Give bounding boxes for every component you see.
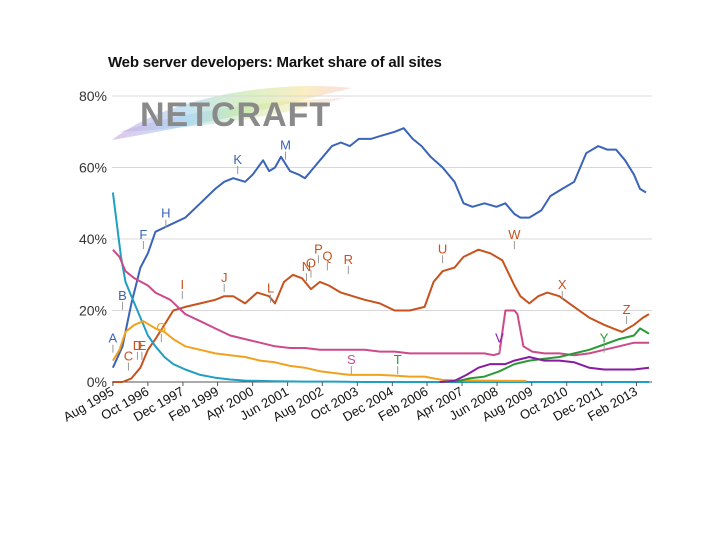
annotation-c: C [124, 349, 133, 364]
annotation-e: E [138, 338, 147, 353]
annotation-j: J [221, 270, 228, 285]
annotation-o: O [306, 256, 316, 271]
series-line-google [454, 327, 650, 383]
y-tick-label: 80% [79, 88, 107, 104]
annotation-r: R [344, 252, 353, 267]
annotation-z: Z [623, 302, 631, 317]
series-lines [111, 127, 650, 383]
annotation-a: A [109, 331, 118, 346]
series-line-netscape [112, 320, 527, 382]
annotation-s: S [347, 352, 356, 367]
logo-text: NETCRAFT [140, 96, 331, 134]
netcraft-logo: NETCRAFT [112, 85, 352, 140]
annotation-f: F [139, 227, 147, 242]
annotation-m: M [280, 138, 291, 153]
series-line-microsoft [112, 248, 650, 383]
annotation-q: Q [322, 248, 332, 263]
annotation-k: K [233, 152, 242, 167]
annotation-x: X [558, 277, 567, 292]
y-tick-label: 0% [87, 374, 107, 390]
series-line-ncsa [111, 192, 649, 383]
annotation-t: T [394, 352, 402, 367]
annotations: A B CDE F G H I J K L M NOP Q R S T U V W X YZ [109, 138, 631, 375]
annotation-h: H [161, 206, 170, 221]
series-line-nginx [439, 356, 650, 383]
annotation-l: L [267, 281, 274, 296]
annotation-b: B [118, 288, 127, 303]
annotation-g: G [156, 320, 166, 335]
y-tick-label: 20% [79, 303, 107, 319]
annotation-u: U [438, 241, 447, 256]
logo-swoosh-inner [120, 98, 345, 132]
annotation-i: I [180, 277, 184, 292]
annotation-n: N [302, 259, 311, 274]
chart-title: Web server developers: Market share of a… [108, 54, 442, 71]
y-axis: 0% 20% 40% 60% 80% [79, 88, 107, 390]
series-line-other [112, 249, 649, 357]
grid [112, 95, 652, 383]
y-tick-label: 60% [79, 160, 107, 176]
annotation-p: P [314, 241, 323, 256]
annotation-y: Y [600, 331, 609, 346]
annotation-w: W [508, 227, 521, 242]
y-tick-label: 40% [79, 231, 107, 247]
annotation-v: V [495, 331, 504, 346]
annotation-d: D [133, 338, 142, 353]
series-line-apache [111, 127, 647, 369]
